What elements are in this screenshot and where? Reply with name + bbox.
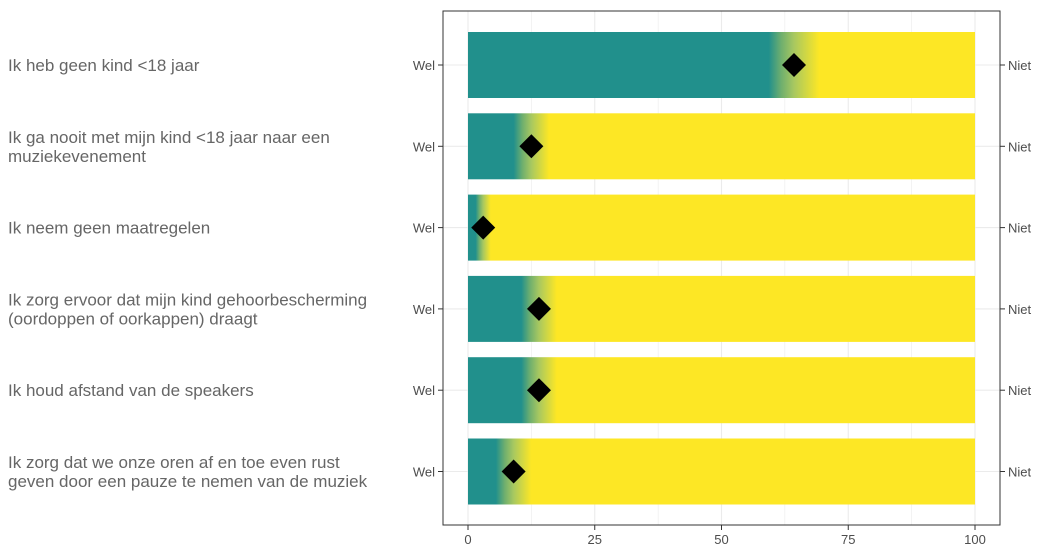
estimate-marker-3 [526,296,551,321]
estimate-marker-2 [471,215,496,240]
category-label: Ik heb geen kind <18 jaar [8,56,200,75]
bar-0 [468,32,975,98]
niet-label: Niet [1008,139,1032,154]
wel-label: Wel [413,139,435,154]
estimate-marker-1 [519,134,544,159]
category-label: muziekevenement [8,147,146,166]
category-label: Ik houd afstand van de speakers [8,381,254,400]
category-labels: Ik heb geen kind <18 jaar Ik ga nooit met… [8,56,368,491]
bar-2 [468,194,975,261]
niet-label: Niet [1008,465,1032,480]
niet-label: Niet [1008,383,1032,398]
bar-3 [468,275,975,342]
bar-layer [468,32,975,505]
bar-5 [468,438,975,505]
bar-4 [468,357,975,424]
bar-1 [468,113,975,180]
category-label: Ik ga nooit met mijn kind <18 jaar naar … [8,128,330,147]
marker-layer [471,53,807,484]
wel-label: Wel [413,302,435,317]
niet-label: Niet [1008,302,1032,317]
niet-label: Niet [1008,221,1032,236]
estimate-marker-4 [526,378,551,403]
estimate-marker-0 [782,53,807,77]
wel-label: Wel [413,221,435,236]
x-tick-label: 50 [714,532,728,547]
axis-layer: 0 25 50 75 100 Wel Niet Wel Niet Wel Niet Wel Niet We… [413,58,1032,547]
niet-label: Niet [1008,58,1032,73]
x-tick-label: 100 [964,532,986,547]
category-label: (oordoppen of oorkappen) draagt [8,309,258,328]
x-tick-label: 75 [841,532,855,547]
category-label: Ik zorg dat we onze oren af en toe even … [8,453,340,472]
estimate-marker-5 [501,459,526,484]
x-tick-label: 0 [464,532,471,547]
category-label: geven door een pauze te nemen van de muz… [8,472,368,491]
wel-label: Wel [413,465,435,480]
category-label: Ik zorg ervoor dat mijn kind gehoorbesch… [8,290,367,309]
x-tick-label: 25 [588,532,602,547]
wel-label: Wel [413,58,435,73]
wel-label: Wel [413,383,435,398]
category-label: Ik neem geen maatregelen [8,219,210,238]
